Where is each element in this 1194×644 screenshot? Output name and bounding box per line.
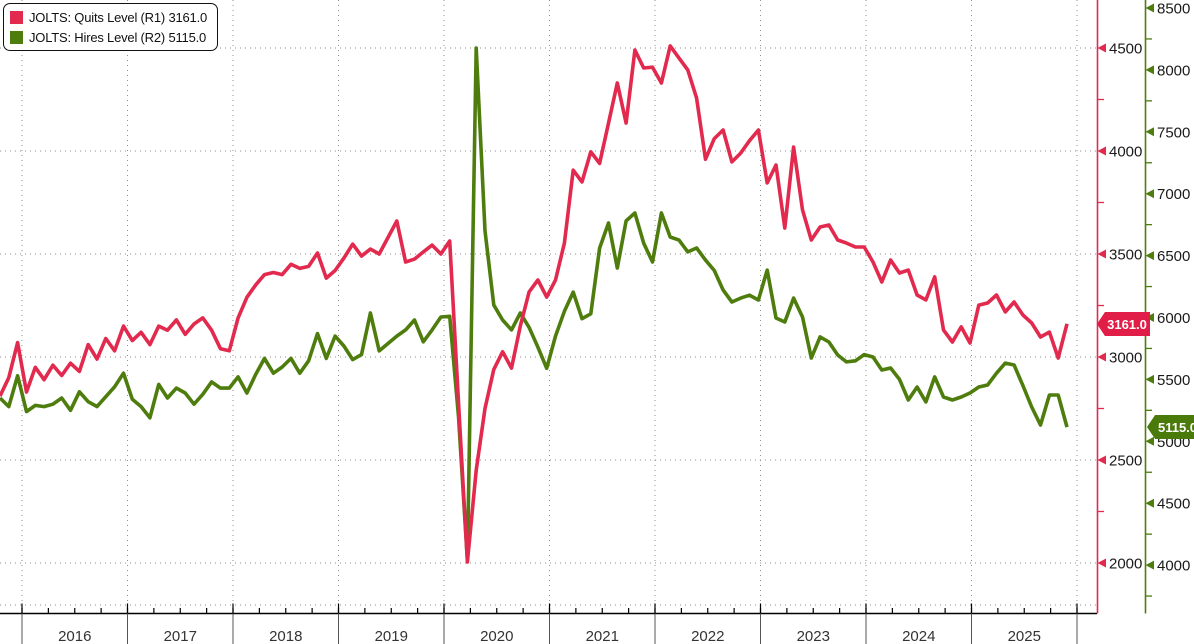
x-year-label: 2016 [58, 628, 91, 644]
quits-last-value-badge: 3161.0 [1097, 312, 1150, 336]
r2-axis-tick-label: 7000 [1157, 186, 1190, 203]
r1-axis-arrow-tick [1097, 558, 1106, 568]
hires-last-value-badge: 5115.0 [1147, 415, 1194, 439]
r1-axis-tick-label: 2000 [1109, 556, 1142, 573]
r1-axis-arrow-tick [1097, 43, 1106, 53]
r2-axis-arrow-tick [1145, 3, 1154, 13]
hires-swatch-icon [10, 30, 23, 44]
r2-axis-tick-label: 8500 [1157, 1, 1190, 18]
x-year-label: 2021 [586, 628, 619, 644]
r2-axis-tick-label: 7500 [1157, 124, 1190, 141]
r2-axis-arrow-tick [1145, 127, 1154, 137]
legend-hires-value: 5115.0 [168, 29, 207, 45]
quits-line [0, 44, 1069, 564]
r1-axis-arrow-tick [1097, 249, 1106, 259]
legend-hires-text: JOLTS: Hires Level (R2) [29, 29, 166, 45]
legend-quits-text: JOLTS: Quits Level (R1) [29, 9, 166, 25]
x-year-label: 2024 [902, 628, 935, 644]
quits-swatch-icon [10, 10, 23, 24]
r1-axis-tick-label: 3500 [1109, 247, 1142, 264]
r2-axis-tick-label: 6000 [1157, 310, 1190, 327]
r2-axis-tick-label: 4500 [1157, 496, 1190, 513]
legend-row-hires: JOLTS: Hires Level (R2) 5115.0 [10, 27, 207, 47]
r2-axis-arrow-tick [1145, 560, 1154, 570]
x-year-label: 2018 [269, 628, 302, 644]
chart-legend: JOLTS: Quits Level (R1) 3161.0 JOLTS: Hi… [3, 3, 219, 51]
r2-axis-tick-label: 8000 [1157, 62, 1190, 79]
r2-axis-arrow-tick [1145, 251, 1154, 261]
r2-axis-arrow-tick [1145, 65, 1154, 75]
r2-axis-arrow-tick [1145, 436, 1154, 446]
x-year-label: 2022 [691, 628, 724, 644]
r2-axis-arrow-tick [1145, 498, 1154, 508]
x-year-label: 2017 [164, 628, 197, 644]
r2-axis-tick-label: 6500 [1157, 248, 1190, 265]
r2-axis-arrow-tick [1145, 374, 1154, 384]
legend-row-quits: JOLTS: Quits Level (R1) 3161.0 [10, 7, 207, 27]
legend-label-quits: JOLTS: Quits Level (R1) 3161.0 [29, 10, 207, 25]
r2-axis-tick-label: 5500 [1157, 372, 1190, 389]
legend-quits-value: 3161.0 [168, 9, 208, 25]
r1-axis-tick-label: 3000 [1109, 350, 1142, 367]
r1-axis-tick-label: 2500 [1109, 453, 1142, 470]
hires-line [0, 46, 1069, 562]
x-year-label: 2025 [1008, 628, 1041, 644]
legend-label-hires: JOLTS: Hires Level (R2) 5115.0 [29, 30, 206, 45]
r1-axis-arrow-tick [1097, 352, 1106, 362]
r1-axis-tick-label: 4500 [1109, 41, 1142, 58]
r1-axis-arrow-tick [1097, 455, 1106, 465]
x-year-label: 2023 [797, 628, 830, 644]
r1-axis-tick-label: 4000 [1109, 144, 1142, 161]
r2-axis-arrow-tick [1145, 189, 1154, 199]
x-year-label: 2020 [480, 628, 513, 644]
x-year-label: 2019 [375, 628, 408, 644]
r1-axis-arrow-tick [1097, 146, 1106, 156]
r2-axis-tick-label: 4000 [1157, 558, 1190, 575]
